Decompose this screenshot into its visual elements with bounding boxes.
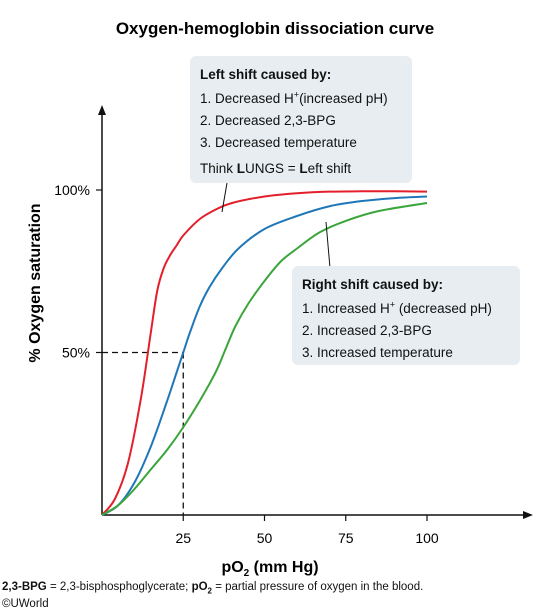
left-shift-item-2: 2. Decreased 2,3-BPG (200, 113, 336, 128)
right-shift-box: Right shift caused by: 1. Increased H+ (… (292, 266, 520, 365)
curve-normal-line (101, 195, 428, 516)
x-tick-label: 75 (338, 530, 354, 546)
x-tick-label: 50 (257, 530, 273, 546)
right-shift-item-2: 2. Increased 2,3-BPG (302, 323, 432, 338)
right-shift-heading: Right shift caused by: (302, 277, 444, 292)
curves (101, 190, 428, 516)
left-shift-mnemonic: Think LUNGS = Left shift (200, 161, 352, 176)
y-axis-label: % Oxygen saturation (27, 203, 44, 362)
right-shift-item-3: 3. Increased temperature (302, 345, 453, 360)
left-shift-item-3: 3. Decreased temperature (200, 135, 357, 150)
x-ticks: 25 50 75 100 (175, 515, 439, 546)
left-shift-item-1: 1. Decreased H+(increased pH) (200, 89, 388, 106)
footnote: 2,3-BPG = 2,3-bisphosphoglycerate; pO2 =… (2, 581, 424, 596)
x-tick-label: 100 (415, 530, 439, 546)
y-ticks: 50% 100% (54, 182, 102, 361)
x-axis-label: pO2 (mm Hg) (221, 559, 318, 579)
y-tick-label: 50% (62, 345, 90, 361)
chart-title: Oxygen-hemoglobin dissociation curve (116, 19, 434, 38)
x-tick-label: 25 (175, 530, 191, 546)
y-tick-label: 100% (54, 182, 90, 198)
curve-left-line (101, 190, 428, 516)
left-shift-heading: Left shift caused by: (200, 67, 332, 82)
right-shift-item-1: 1. Increased H+ (decreased pH) (302, 299, 492, 316)
right-leader-line (325, 221, 331, 269)
left-leader-line (221, 182, 228, 213)
curve-right-line (101, 202, 428, 516)
left-shift-box: Left shift caused by: 1. Decreased H+(in… (190, 56, 412, 183)
reference-lines (102, 351, 184, 515)
copyright: ©UWorld (2, 598, 49, 610)
